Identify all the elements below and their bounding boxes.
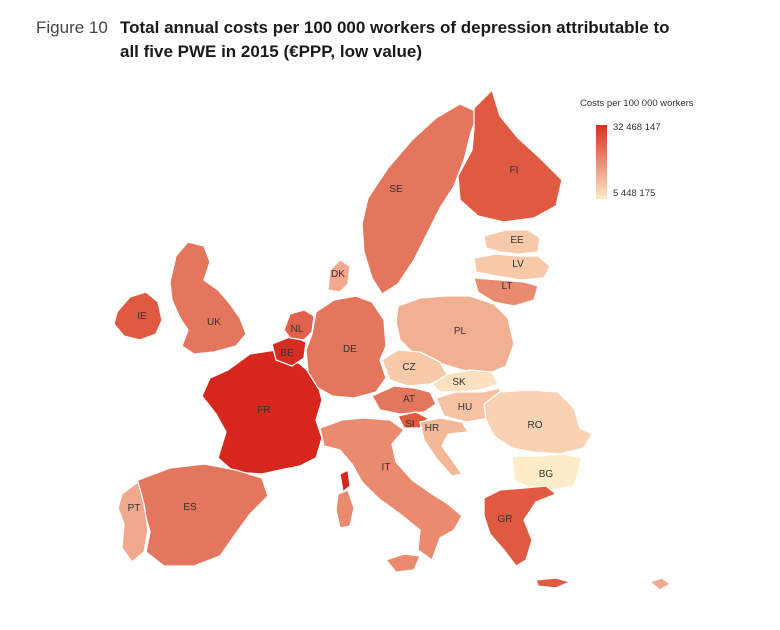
code-fi: FI bbox=[510, 165, 519, 176]
code-dk: DK bbox=[331, 269, 345, 280]
code-de: DE bbox=[343, 344, 357, 355]
country-lv bbox=[473, 253, 551, 281]
code-fr: FR bbox=[257, 405, 270, 416]
code-lt: LT bbox=[502, 281, 513, 292]
country-hr bbox=[419, 417, 469, 477]
code-nl: NL bbox=[291, 324, 304, 335]
code-cz: CZ bbox=[402, 362, 415, 373]
legend-min-label: 5 448 175 bbox=[613, 188, 656, 199]
country-sk bbox=[431, 369, 499, 393]
island-sardinia bbox=[335, 489, 355, 529]
country-uk bbox=[169, 241, 247, 355]
country-dk bbox=[327, 259, 351, 293]
code-ie: IE bbox=[137, 311, 147, 322]
legend-title: Costs per 100 000 workers bbox=[580, 98, 694, 109]
island-sicily bbox=[385, 553, 421, 573]
country-gr bbox=[483, 485, 557, 567]
code-pt: PT bbox=[128, 503, 141, 514]
code-gr: GR bbox=[498, 514, 513, 525]
country-fi bbox=[457, 89, 563, 223]
code-pl: PL bbox=[454, 326, 467, 337]
country-ee bbox=[483, 229, 541, 255]
country-it bbox=[319, 417, 463, 561]
figure-label: Figure 10 bbox=[36, 18, 108, 37]
code-es: ES bbox=[183, 502, 197, 513]
country-at bbox=[371, 385, 437, 415]
country-es bbox=[127, 463, 269, 567]
legend-max-label: 32 468 147 bbox=[613, 122, 661, 133]
country-bg bbox=[511, 453, 583, 491]
code-hu: HU bbox=[458, 402, 472, 413]
island-cyprus bbox=[649, 577, 671, 591]
country-ie bbox=[113, 291, 163, 341]
code-hr: HR bbox=[425, 423, 439, 434]
country-se bbox=[361, 103, 479, 295]
figure-title: Total annual costs per 100 000 workers o… bbox=[120, 18, 670, 61]
country-pt bbox=[117, 481, 149, 563]
country-nl bbox=[283, 309, 315, 341]
code-ee: EE bbox=[510, 235, 524, 246]
country-lt bbox=[473, 277, 539, 307]
code-bg: BG bbox=[539, 469, 554, 480]
code-uk: UK bbox=[207, 317, 221, 328]
code-se: SE bbox=[389, 184, 403, 195]
code-si: SI bbox=[405, 419, 414, 430]
code-at: AT bbox=[403, 394, 415, 405]
legend-gradient-bar bbox=[596, 125, 607, 199]
island-corsica bbox=[339, 469, 351, 493]
country-de bbox=[305, 295, 387, 399]
code-sk: SK bbox=[452, 377, 466, 388]
code-ro: RO bbox=[528, 420, 543, 431]
code-lv: LV bbox=[512, 259, 524, 270]
island-crete bbox=[535, 577, 571, 589]
country-ro bbox=[483, 389, 593, 455]
code-it: IT bbox=[382, 462, 391, 473]
code-be: BE bbox=[280, 348, 294, 359]
